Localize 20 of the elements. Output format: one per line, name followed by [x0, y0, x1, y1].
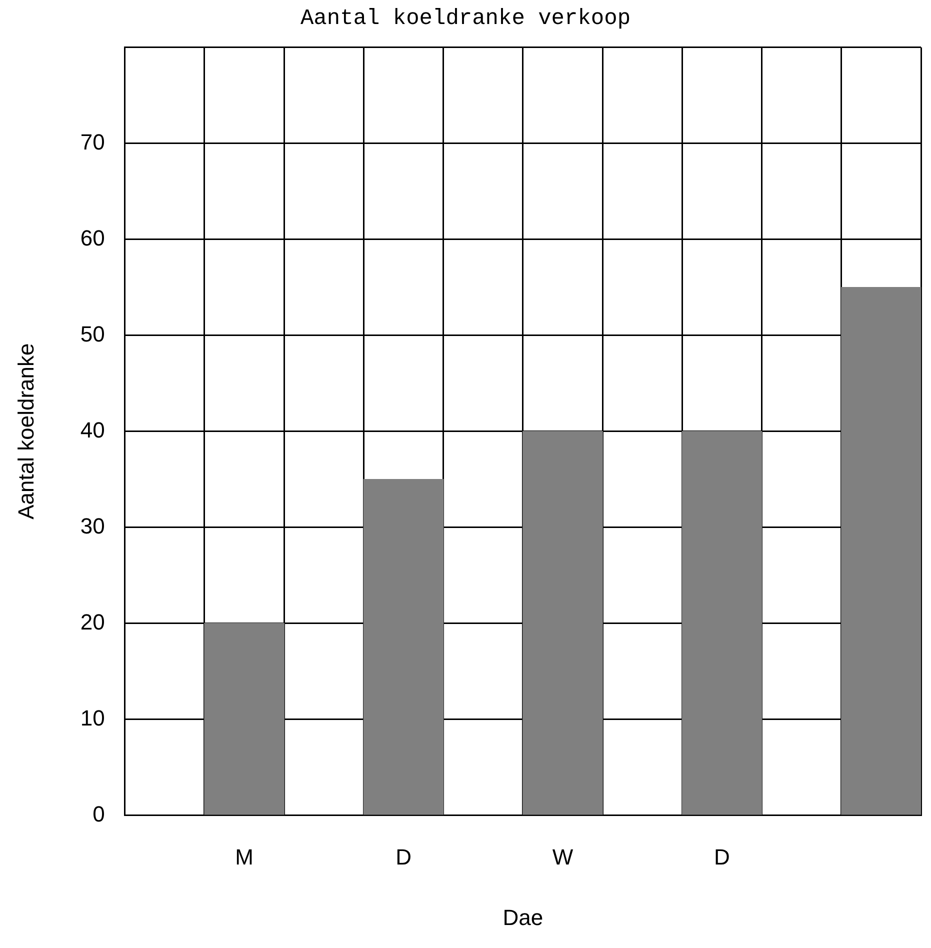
x-tick-label: D	[396, 844, 412, 870]
x-tick-label: W	[552, 844, 574, 870]
bar	[522, 430, 603, 815]
chart-title: Aantal koeldranke verkoop	[300, 6, 631, 32]
y-tick-label: 10	[80, 705, 105, 730]
y-axis-title: Aantal koeldranke	[13, 343, 38, 520]
y-tick-label: 20	[80, 609, 105, 634]
y-tick-label: 40	[80, 417, 105, 442]
bar	[363, 478, 444, 815]
y-tick-label: 30	[80, 513, 105, 538]
bar	[682, 430, 762, 815]
y-tick-label: 0	[92, 801, 105, 826]
x-tick-label: D	[714, 844, 730, 870]
y-tick-label: 70	[80, 129, 105, 154]
y-tick-label: 50	[80, 321, 105, 346]
x-tick-label: M	[235, 844, 254, 870]
bar	[204, 622, 284, 815]
bar	[841, 287, 921, 815]
x-axis-title: Dae	[502, 904, 544, 930]
y-tick-label: 60	[80, 225, 105, 250]
